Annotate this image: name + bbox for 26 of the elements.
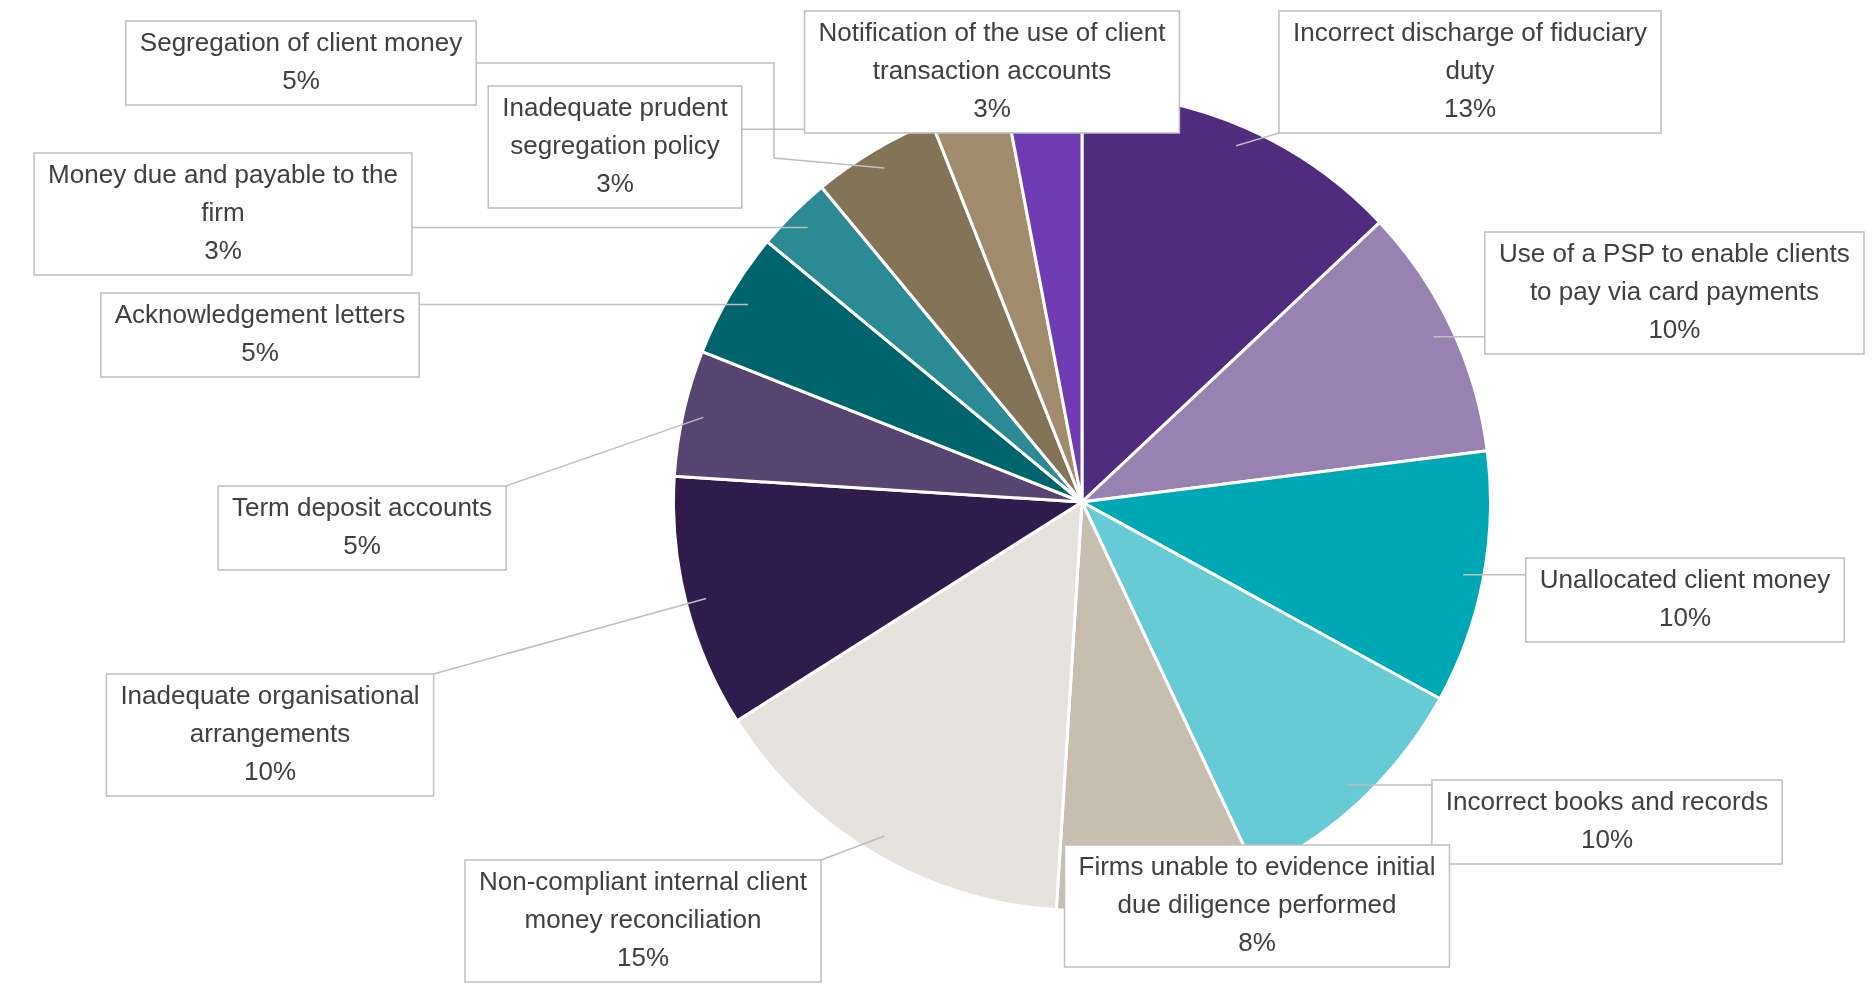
data-label: 10% xyxy=(1658,602,1712,633)
slice-label: Money due and payable to the firm xyxy=(48,159,398,228)
slice-label: Segregation of client money xyxy=(139,27,463,58)
data-label: 5% xyxy=(282,65,320,96)
data-label: 10% xyxy=(243,756,297,787)
slice-label: Inadequate prudent segregation policy xyxy=(502,92,729,161)
slice-label: Use of a PSP to enable clients to pay via card payments xyxy=(1499,238,1850,307)
slice-label: Firms unable to evidence initial due diligence performed xyxy=(1078,851,1436,920)
data-label: 15% xyxy=(616,942,670,973)
data-label: 5% xyxy=(343,530,381,561)
slice-label: Incorrect books and records xyxy=(1445,786,1769,817)
slice-label: Incorrect discharge of fiduciary duty xyxy=(1292,17,1648,86)
slice-label: Notification of the use of client transaction accounts xyxy=(818,17,1167,86)
data-label: 10% xyxy=(1648,314,1701,345)
slice-label: Inadequate organisational arrangements xyxy=(120,680,420,749)
slice-label: Unallocated client money xyxy=(1539,564,1831,595)
data-label: 8% xyxy=(1238,927,1276,958)
data-label: 13% xyxy=(1443,93,1497,124)
slice-label: Acknowledgement letters xyxy=(114,299,406,330)
data-label: 3% xyxy=(204,235,242,266)
data-label: 3% xyxy=(596,168,634,199)
data-label: 3% xyxy=(973,93,1011,124)
slice-label: Non-compliant internal client money reconciliation xyxy=(478,866,808,935)
data-label: 5% xyxy=(241,337,279,368)
data-label: 10% xyxy=(1580,824,1634,855)
slice-label: Term deposit accounts xyxy=(231,492,493,523)
